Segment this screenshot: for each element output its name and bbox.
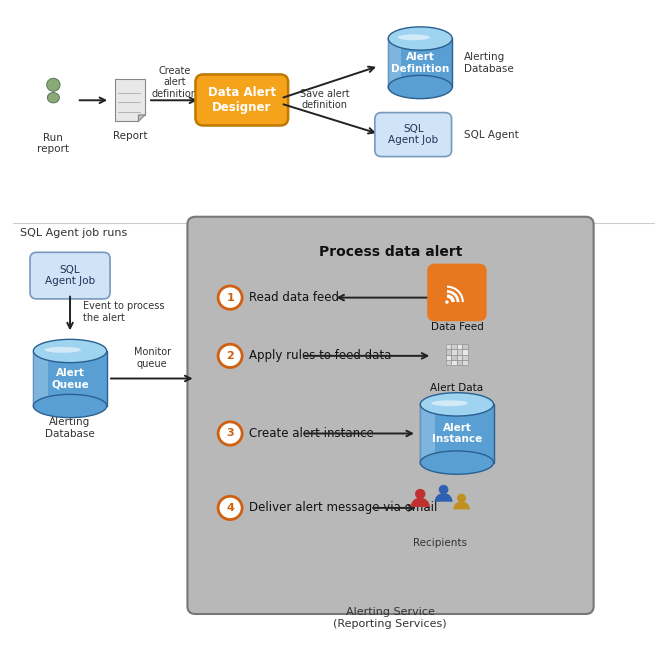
Wedge shape [454, 501, 470, 509]
FancyBboxPatch shape [427, 263, 487, 322]
Circle shape [218, 344, 242, 367]
Bar [388, 39, 401, 87]
Text: Run
report: Run report [37, 133, 69, 154]
Ellipse shape [420, 451, 494, 474]
Ellipse shape [431, 400, 468, 406]
Ellipse shape [44, 347, 81, 353]
Ellipse shape [398, 34, 430, 40]
Bar [452, 355, 457, 360]
Text: Alerting
Database: Alerting Database [464, 52, 514, 74]
Text: Recipients: Recipients [414, 538, 467, 548]
Text: Alert
Queue: Alert Queue [51, 367, 89, 389]
Polygon shape [115, 80, 145, 122]
Text: Monitor
queue: Monitor queue [133, 347, 171, 369]
Text: Save alert
definition: Save alert definition [300, 89, 350, 111]
Ellipse shape [47, 93, 59, 103]
Text: 3: 3 [226, 428, 234, 439]
Wedge shape [435, 493, 452, 501]
Bar [462, 355, 468, 360]
Text: Alert Data: Alert Data [430, 383, 484, 393]
Bar [457, 360, 462, 365]
Text: 4: 4 [226, 503, 234, 513]
Bar [420, 404, 494, 463]
Circle shape [457, 494, 466, 503]
FancyBboxPatch shape [187, 217, 594, 614]
Circle shape [218, 286, 242, 309]
Text: Process data alert: Process data alert [319, 245, 462, 259]
Text: Create
alert
definition: Create alert definition [152, 66, 197, 99]
Text: Report: Report [113, 131, 147, 140]
Circle shape [439, 485, 448, 494]
Text: Alerting
Database: Alerting Database [45, 417, 95, 439]
Bar [452, 344, 457, 349]
Circle shape [218, 496, 242, 520]
Text: SQL
Agent Job: SQL Agent Job [45, 265, 95, 287]
Circle shape [446, 300, 449, 303]
Bar [446, 355, 452, 360]
Bar [452, 360, 457, 365]
Bar [452, 349, 457, 355]
Bar [462, 344, 468, 349]
Ellipse shape [420, 393, 494, 416]
Bar [457, 344, 462, 349]
Text: Create alert instance: Create alert instance [249, 427, 374, 440]
Text: Alert
Instance: Alert Instance [432, 422, 482, 444]
Text: Apply rules to feed data: Apply rules to feed data [249, 349, 391, 362]
Text: SQL Agent: SQL Agent [464, 129, 518, 140]
FancyBboxPatch shape [195, 74, 288, 126]
Bar [462, 349, 468, 355]
Ellipse shape [33, 395, 107, 418]
FancyBboxPatch shape [375, 113, 452, 157]
FancyBboxPatch shape [30, 252, 110, 299]
Bar [457, 355, 462, 360]
Text: Data Alert
Designer: Data Alert Designer [207, 86, 276, 114]
Text: SQL
Agent Job: SQL Agent Job [388, 124, 438, 146]
Bar [462, 360, 468, 365]
Circle shape [47, 78, 60, 91]
Text: 2: 2 [226, 351, 234, 361]
Bar [33, 351, 48, 406]
Ellipse shape [388, 27, 452, 50]
Text: Data Feed: Data Feed [430, 322, 484, 332]
Polygon shape [139, 115, 145, 122]
Bar [457, 349, 462, 355]
Text: 1: 1 [226, 292, 234, 303]
Bar [446, 344, 452, 349]
Bar [446, 360, 452, 365]
Text: Deliver alert message via email: Deliver alert message via email [249, 501, 437, 514]
Ellipse shape [33, 339, 107, 362]
Text: SQL Agent job runs: SQL Agent job runs [20, 228, 127, 237]
Text: Event to process
the alert: Event to process the alert [83, 301, 165, 323]
Bar [446, 349, 452, 355]
Bar [420, 404, 435, 463]
Text: Alerting Service
(Reporting Services): Alerting Service (Reporting Services) [334, 608, 447, 629]
Bar [388, 39, 452, 87]
Circle shape [415, 489, 426, 499]
Circle shape [218, 422, 242, 445]
Text: Read data feed: Read data feed [249, 291, 339, 304]
Bar [33, 351, 107, 406]
Wedge shape [411, 498, 430, 507]
Ellipse shape [388, 76, 452, 98]
Text: Alert
Definition: Alert Definition [391, 52, 450, 74]
